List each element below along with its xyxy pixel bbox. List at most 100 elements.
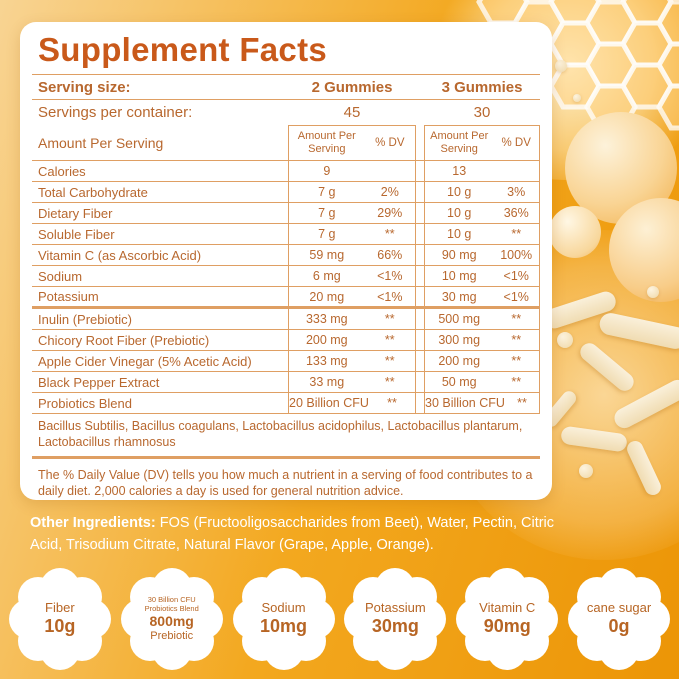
nutrient-name: Black Pepper Extract <box>38 374 160 390</box>
badge-name: Sodium <box>261 600 306 616</box>
col2-dv-header: % DV <box>501 137 531 149</box>
badge-prebiotic-probiotic: 30 Billion CFU Probiotics Blend 800mg Pr… <box>120 567 224 671</box>
badge-value: 10mg <box>260 616 308 636</box>
row-soluble-fiber: Soluble Fiber 7 g ** 10 g ** <box>32 224 540 245</box>
bubble-dot-decoration <box>647 286 659 298</box>
amount-serving2: 9 <box>323 164 331 178</box>
badge-sodium: Sodium 10mg <box>232 567 336 671</box>
supplement-facts-panel: Supplement Facts Serving size: 2 Gummies… <box>20 22 552 500</box>
badge-top-line2: Probiotics Blend <box>144 603 199 613</box>
dv-serving2: ** <box>384 375 395 389</box>
row-sodium: Sodium 6 mg <1% 10 mg <1% <box>32 266 540 287</box>
other-ingredients-text: FOS (Fructooligosaccharides from Beet), … <box>30 515 555 553</box>
dv-serving3: 3% <box>507 185 526 199</box>
badge-name: Potassium <box>365 600 426 616</box>
row-vitamin-c: Vitamin C (as Ascorbic Acid) 59 mg 66% 90… <box>32 245 540 266</box>
flower-shape <box>140 588 203 650</box>
amount-serving2: 133 mg <box>305 354 348 368</box>
badge-value: 0g <box>608 616 630 636</box>
badge-cane-sugar: cane sugar 0g <box>567 567 671 671</box>
column-gap <box>416 125 424 160</box>
amount-serving3: 30 Billion CFU <box>425 396 505 410</box>
amount-serving2: 7 g <box>318 185 336 199</box>
daily-value-note: The % Daily Value (DV) tells you how muc… <box>38 467 533 499</box>
nutrient-name: Calories <box>38 163 86 179</box>
badge-value: 10g <box>44 616 76 636</box>
amount-serving3: 13 <box>452 164 467 178</box>
serving-size-row: Serving size: 2 Gummies 3 Gummies <box>32 75 540 100</box>
amount-serving2: 333 mg <box>305 312 348 326</box>
dv-serving3: <1% <box>503 269 529 283</box>
dv-serving3: ** <box>511 227 522 241</box>
table-header-row: Amount Per Serving Amount Per Serving % … <box>32 125 540 161</box>
nutrient-name: Chicory Root Fiber (Prebiotic) <box>38 332 210 348</box>
dv-serving3: ** <box>511 312 522 326</box>
dv-serving2: 66% <box>377 248 403 262</box>
badge-value: 90mg <box>483 616 531 636</box>
row-dietary-fiber: Dietary Fiber 7 g 29% 10 g 36% <box>32 203 540 224</box>
badge-value: 800mg <box>149 612 194 629</box>
row-probiotics-blend: Probiotics Blend 20 Billion CFU ** 30 Bil… <box>32 393 540 414</box>
servings-count-col2: 30 <box>473 104 491 121</box>
badge-bottom-line: Prebiotic <box>150 630 194 643</box>
amount-serving2: 7 g <box>318 227 336 241</box>
badge-potassium: Potassium 30mg <box>343 567 447 671</box>
amount-serving3: 10 mg <box>441 269 477 283</box>
nutrient-name: Dietary Fiber <box>38 205 113 221</box>
dv-serving3: <1% <box>503 289 529 304</box>
amount-serving3: 300 mg <box>438 333 481 347</box>
nutrient-name: Probiotics Blend <box>38 395 132 411</box>
dv-serving2: <1% <box>377 289 403 304</box>
panel-title: Supplement Facts <box>38 31 328 68</box>
dv-serving2: ** <box>384 312 395 326</box>
badge-fiber: Fiber 10g <box>8 567 112 671</box>
row-apple-cider-vinegar: Apple Cider Vinegar (5% Acetic Acid) 133… <box>32 351 540 372</box>
amount-serving3: 10 g <box>447 185 472 199</box>
flower-shape <box>28 588 91 650</box>
row-total-carbohydrate: Total Carbohydrate 7 g 2% 10 g 3% <box>32 182 540 203</box>
col1-header-group: Amount Per Serving % DV <box>288 125 416 160</box>
dv-serving2: <1% <box>377 269 403 283</box>
nutrient-name: Total Carbohydrate <box>38 184 148 200</box>
bubble-dot-decoration <box>579 464 593 478</box>
serving-size-3-gummies: 3 Gummies <box>441 78 523 96</box>
amount-serving3: 500 mg <box>438 312 481 326</box>
row-black-pepper-extract: Black Pepper Extract 33 mg ** 50 mg ** <box>32 372 540 393</box>
col2-header-group: Amount Per Serving % DV <box>424 125 540 160</box>
flower-shape <box>252 588 315 650</box>
dv-serving2: 29% <box>377 206 403 220</box>
nutrient-name: Sodium <box>38 268 83 284</box>
dv-serving3: ** <box>517 396 527 410</box>
flower-shape <box>364 588 427 650</box>
divider <box>32 74 540 75</box>
servings-count-col1: 45 <box>343 104 361 121</box>
dv-serving3: ** <box>511 354 522 368</box>
bubble-decoration <box>549 206 601 258</box>
dv-serving2: ** <box>384 333 395 347</box>
amount-serving2: 20 Billion CFU <box>289 396 369 410</box>
servings-per-container-row: Servings per container: 45 30 <box>32 100 540 125</box>
amount-serving3: 30 mg <box>441 289 477 304</box>
col1-dv-header: % DV <box>375 137 405 149</box>
nutrient-name: Apple Cider Vinegar (5% Acetic Acid) <box>38 353 252 369</box>
amount-serving3: 10 g <box>447 227 472 241</box>
highlight-badges: Fiber 10g 30 Billion CFU Probiotics Blen… <box>0 567 679 671</box>
flower-shape <box>476 588 539 650</box>
badge-name: Fiber <box>45 600 75 616</box>
col1-amount-header: Amount Per Serving <box>297 130 356 155</box>
amount-serving3: 10 g <box>447 206 472 220</box>
dv-serving2: ** <box>384 227 395 241</box>
amount-serving3: 50 mg <box>441 375 477 389</box>
thick-divider <box>32 455 540 459</box>
bubble-dot-decoration <box>557 332 573 348</box>
amount-serving2: 7 g <box>318 206 336 220</box>
row-potassium: Potassium 20 mg <1% 30 mg <1% <box>32 287 540 309</box>
serving-size-label: Serving size: <box>38 78 131 96</box>
amount-serving2: 6 mg <box>312 269 341 283</box>
bubble-dot-decoration <box>555 60 567 72</box>
badge-name: Vitamin C <box>479 600 536 616</box>
nutrient-name: Vitamin C (as Ascorbic Acid) <box>38 247 202 263</box>
row-chicory-root-fiber: Chicory Root Fiber (Prebiotic) 200 mg ** … <box>32 330 540 351</box>
dv-serving2: 2% <box>380 185 399 199</box>
